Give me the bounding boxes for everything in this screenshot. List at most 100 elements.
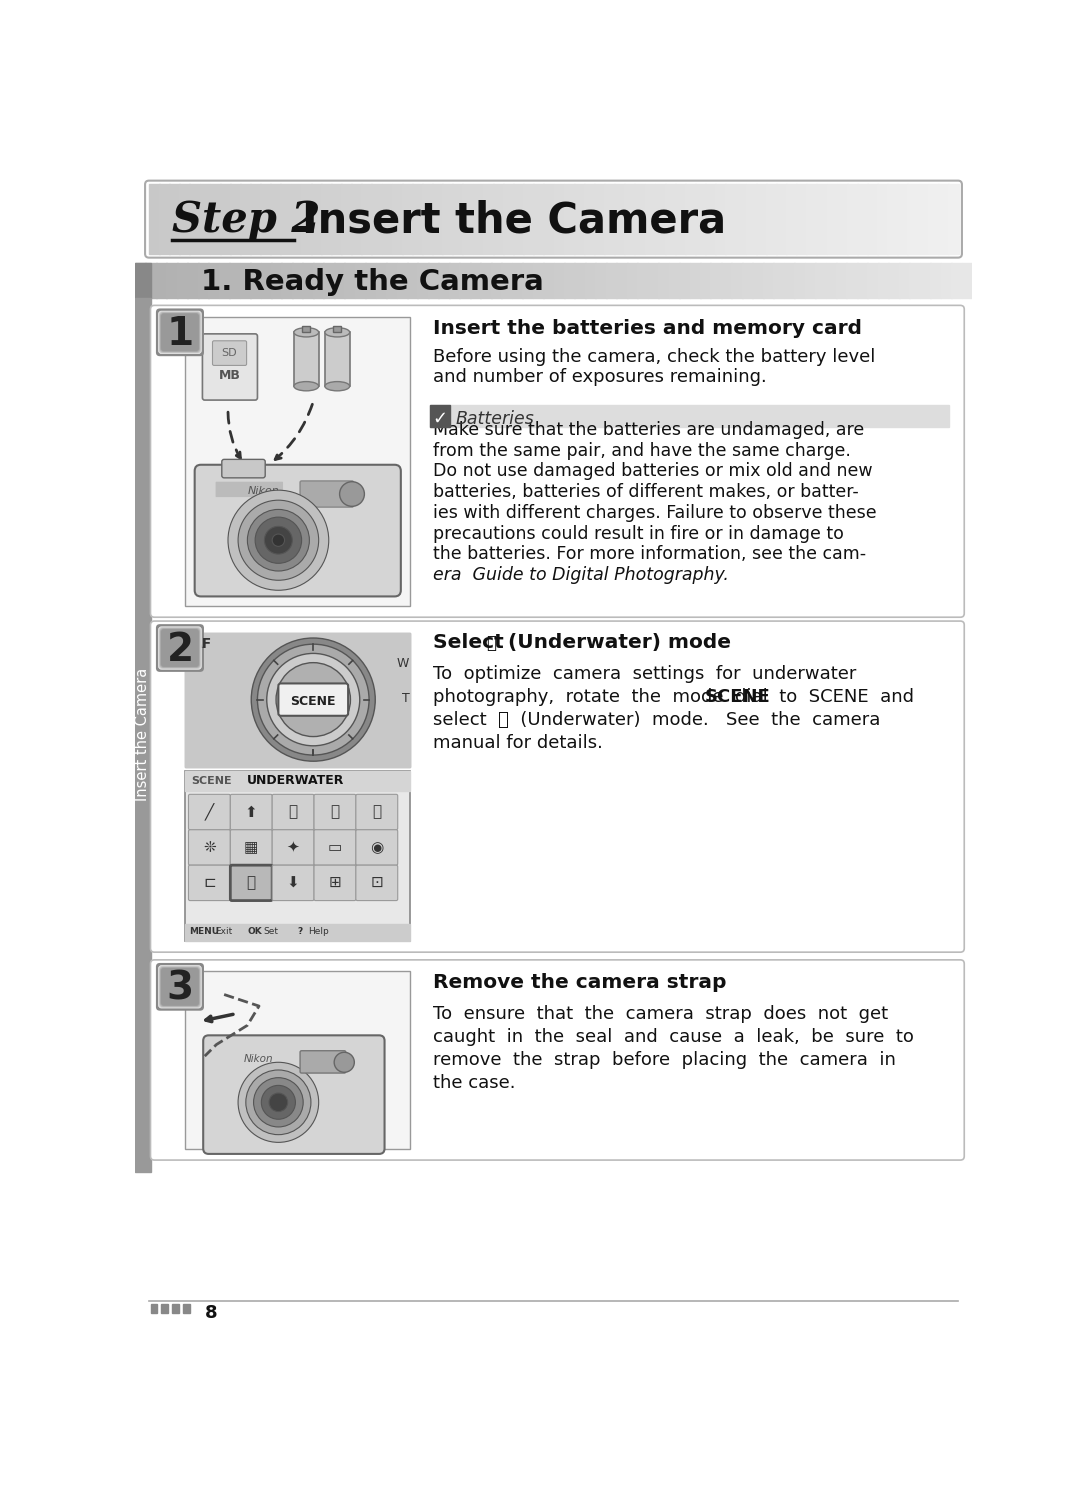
Bar xyxy=(920,263,931,297)
FancyBboxPatch shape xyxy=(156,624,204,672)
Bar xyxy=(679,263,690,297)
Circle shape xyxy=(276,663,350,737)
Bar xyxy=(210,184,220,254)
Text: remove  the  strap  before  placing  the  camera  in: remove the strap before placing the came… xyxy=(433,1052,896,1070)
Bar xyxy=(836,263,847,297)
Text: Do not use damaged batteries or mix old and new: Do not use damaged batteries or mix old … xyxy=(433,462,873,480)
Bar xyxy=(606,263,617,297)
Bar xyxy=(796,184,807,254)
FancyBboxPatch shape xyxy=(161,314,200,352)
Bar xyxy=(766,184,777,254)
Bar xyxy=(648,263,659,297)
Text: 📋: 📋 xyxy=(373,804,381,820)
Bar xyxy=(889,263,900,297)
FancyBboxPatch shape xyxy=(160,627,201,669)
FancyBboxPatch shape xyxy=(159,312,201,352)
Text: (Underwater) mode: (Underwater) mode xyxy=(508,633,731,652)
Bar xyxy=(773,263,784,297)
FancyBboxPatch shape xyxy=(194,465,401,596)
Bar xyxy=(442,184,454,254)
Bar xyxy=(229,263,241,297)
Bar xyxy=(179,184,190,254)
Text: T: T xyxy=(403,692,410,704)
Bar xyxy=(918,184,929,254)
Bar xyxy=(700,263,712,297)
Bar xyxy=(654,184,665,254)
Bar xyxy=(302,263,313,297)
Bar xyxy=(208,263,219,297)
Ellipse shape xyxy=(294,328,319,337)
FancyBboxPatch shape xyxy=(160,629,200,667)
Text: W: W xyxy=(396,657,408,670)
Bar xyxy=(292,263,303,297)
Bar xyxy=(805,263,815,297)
Circle shape xyxy=(269,1094,287,1112)
Bar xyxy=(941,263,951,297)
Bar xyxy=(177,263,188,297)
Bar xyxy=(877,184,888,254)
Bar xyxy=(430,406,449,426)
Text: UNDERWATER: UNDERWATER xyxy=(247,774,345,788)
Bar xyxy=(897,184,908,254)
Bar xyxy=(149,184,160,254)
FancyBboxPatch shape xyxy=(161,967,199,1006)
Bar xyxy=(186,972,410,1149)
FancyBboxPatch shape xyxy=(272,865,314,901)
Bar xyxy=(372,184,382,254)
Bar xyxy=(459,263,471,297)
Bar xyxy=(330,184,342,254)
Text: Make sure that the batteries are undamaged, are: Make sure that the batteries are undamag… xyxy=(433,421,865,438)
Bar xyxy=(532,263,544,297)
Text: ⛰: ⛰ xyxy=(288,804,298,820)
Text: ╱: ╱ xyxy=(205,804,214,820)
Bar xyxy=(543,184,554,254)
Bar xyxy=(937,184,948,254)
Bar xyxy=(449,263,460,297)
Bar xyxy=(878,263,889,297)
Bar xyxy=(637,263,648,297)
FancyBboxPatch shape xyxy=(161,314,199,351)
FancyBboxPatch shape xyxy=(160,312,201,352)
Text: 🐟: 🐟 xyxy=(246,875,256,890)
Text: photography,  rotate  the  mode  dial  to  SCENE  and: photography, rotate the mode dial to SCE… xyxy=(433,688,915,706)
FancyBboxPatch shape xyxy=(160,629,200,667)
Bar xyxy=(402,184,413,254)
Bar xyxy=(815,263,826,297)
Text: from the same pair, and have the same charge.: from the same pair, and have the same ch… xyxy=(433,441,851,459)
Circle shape xyxy=(238,501,319,580)
Bar xyxy=(825,263,837,297)
Bar xyxy=(381,184,392,254)
FancyBboxPatch shape xyxy=(189,829,230,865)
Bar xyxy=(387,263,397,297)
Bar xyxy=(794,263,806,297)
Bar xyxy=(523,184,534,254)
Circle shape xyxy=(261,1085,296,1119)
FancyBboxPatch shape xyxy=(272,795,314,829)
Text: era  Guide to Digital Photography.: era Guide to Digital Photography. xyxy=(433,566,729,584)
Text: and number of exposures remaining.: and number of exposures remaining. xyxy=(433,369,767,386)
Text: manual for details.: manual for details. xyxy=(433,734,604,752)
FancyBboxPatch shape xyxy=(161,629,199,667)
Bar xyxy=(564,184,575,254)
Bar xyxy=(302,325,310,333)
Bar xyxy=(961,263,973,297)
Bar xyxy=(323,263,335,297)
Text: ✓: ✓ xyxy=(432,410,447,428)
Bar xyxy=(669,263,679,297)
Bar xyxy=(721,263,732,297)
Bar xyxy=(219,184,231,254)
FancyBboxPatch shape xyxy=(161,629,199,667)
FancyBboxPatch shape xyxy=(314,829,356,865)
Bar xyxy=(731,263,743,297)
Text: ✦: ✦ xyxy=(286,840,299,854)
Text: ⬇: ⬇ xyxy=(286,875,299,890)
Text: ?: ? xyxy=(298,927,303,936)
Bar xyxy=(183,1305,190,1314)
Bar xyxy=(784,263,795,297)
FancyBboxPatch shape xyxy=(159,311,202,354)
Bar xyxy=(847,263,858,297)
Bar xyxy=(156,263,167,297)
FancyBboxPatch shape xyxy=(159,627,202,670)
Text: OK: OK xyxy=(247,927,262,936)
Bar xyxy=(856,263,868,297)
